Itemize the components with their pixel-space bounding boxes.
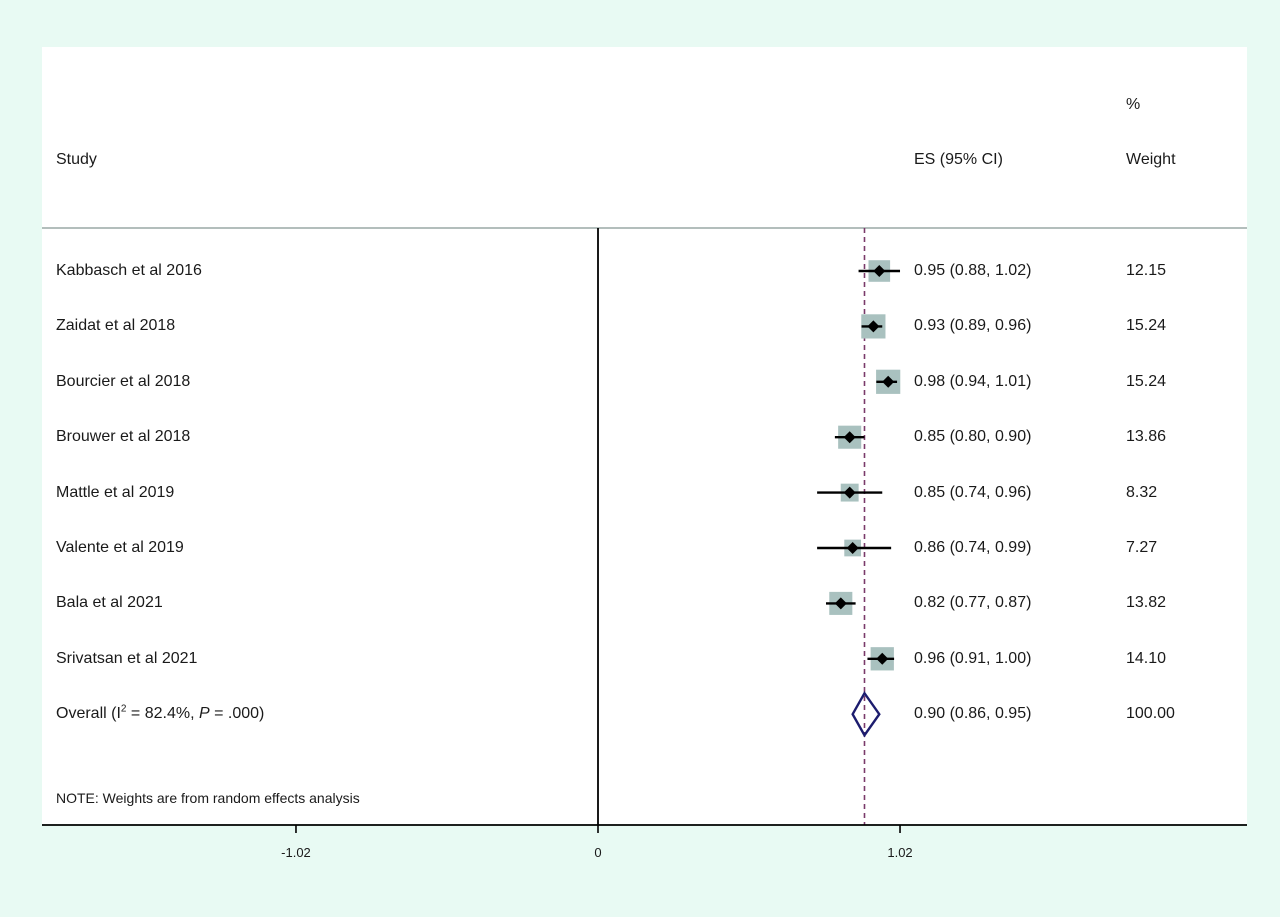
forest-plot-svg: [42, 227, 1247, 833]
study-point-estimate: [843, 486, 856, 499]
study-es-ci: 0.95 (0.88, 1.02): [914, 262, 1032, 279]
study-weight: 15.24: [1126, 317, 1167, 335]
overall-diamond: [851, 690, 881, 738]
study-name: Zaidat et al 2018: [56, 317, 176, 335]
study-point-estimate: [873, 265, 886, 277]
overall-label-i2: = 82.4%,: [126, 705, 199, 723]
study-es-ci: 0.98 (0.94, 1.01): [914, 372, 1032, 390]
study-name: Bourcier et al 2018: [56, 372, 191, 390]
study-weight: 13.86: [1126, 428, 1167, 446]
study-point-estimate: [876, 652, 889, 665]
study-name: Mattle et al 2019: [56, 483, 175, 501]
study-name: Srivatsan et al 2021: [56, 649, 198, 667]
study-es-ci: 0.96 (0.91, 1.00): [914, 649, 1032, 667]
study-point-estimate: [834, 597, 847, 610]
study-es-ci: 0.85 (0.80, 0.90): [914, 428, 1032, 446]
overall-label: Overall (I2 = 82.4%, P = .000): [56, 703, 265, 723]
study-weight: 13.82: [1126, 594, 1167, 612]
study-es-ci: 0.82 (0.77, 0.87): [914, 594, 1032, 612]
es-column-header: ES (95% CI): [914, 151, 1003, 168]
study-es-ci: 0.86 (0.74, 0.99): [914, 539, 1032, 556]
weight-percent-label: %: [1126, 96, 1141, 113]
overall-label-superscript: 2: [120, 703, 127, 715]
forest-plot-panel: % Study ES (95% CI) Weight Kabbasch et a…: [42, 47, 1247, 833]
x-tick-label: 0: [594, 845, 602, 860]
study-weight: 7.27: [1126, 539, 1158, 556]
weight-column-header: Weight: [1126, 151, 1176, 168]
study-point-estimate: [846, 542, 859, 554]
study-column-header: Study: [56, 151, 97, 168]
study-name: Brouwer et al 2018: [56, 428, 191, 446]
overall-label-p: P: [198, 705, 210, 723]
study-name: Bala et al 2021: [56, 594, 163, 612]
study-es-ci: 0.93 (0.89, 0.96): [914, 317, 1032, 335]
overall-weight: 100.00: [1126, 705, 1175, 723]
x-tick-label: 1.02: [887, 845, 913, 860]
study-point-estimate: [882, 375, 895, 388]
study-weight: 12.15: [1126, 262, 1167, 279]
random-effects-note: NOTE: Weights are from random effects an…: [56, 790, 360, 806]
overall-label-p-value: = .000): [209, 705, 265, 723]
overall-label-prefix: Overall (I: [56, 705, 121, 723]
study-point-estimate: [843, 431, 856, 444]
study-name: Valente et al 2019: [56, 539, 184, 556]
study-point-estimate: [867, 320, 880, 333]
x-tick-label: -1.02: [281, 845, 311, 860]
study-name: Kabbasch et al 2016: [56, 262, 202, 279]
study-weight: 8.32: [1126, 483, 1158, 501]
study-weight: 15.24: [1126, 372, 1167, 390]
overall-es-ci: 0.90 (0.86, 0.95): [914, 705, 1032, 723]
study-weight: 14.10: [1126, 649, 1167, 667]
study-es-ci: 0.85 (0.74, 0.96): [914, 483, 1032, 501]
